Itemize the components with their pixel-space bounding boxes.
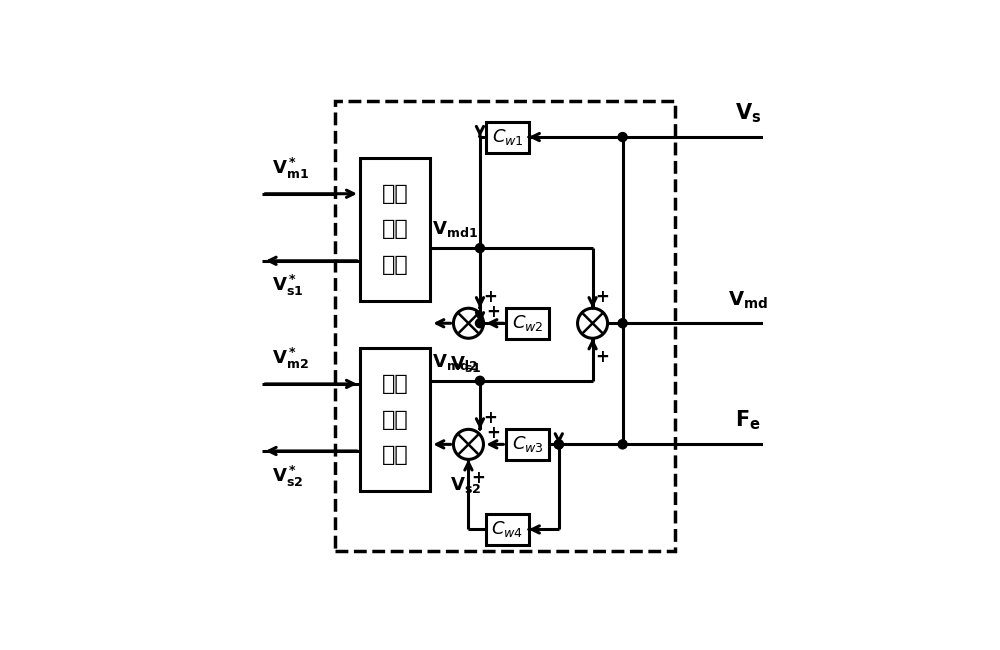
- Text: $\mathbf{V_{s2}^*}$: $\mathbf{V_{s2}^*}$: [272, 463, 304, 489]
- Text: 量控: 量控: [382, 410, 408, 430]
- Text: 波变: 波变: [382, 184, 408, 203]
- Circle shape: [475, 244, 484, 253]
- Text: $C_{w3}$: $C_{w3}$: [512, 434, 543, 454]
- Bar: [486, 514, 529, 545]
- Circle shape: [475, 318, 484, 328]
- Text: $\mathbf{V_{md}}$: $\mathbf{V_{md}}$: [728, 289, 768, 311]
- Circle shape: [618, 318, 627, 328]
- Text: $C_{w1}$: $C_{w1}$: [492, 127, 523, 147]
- Bar: [335, 101, 675, 551]
- Text: $\mathbf{F_e}$: $\mathbf{F_e}$: [735, 408, 761, 432]
- Text: +: +: [483, 288, 497, 306]
- Text: $C_{w2}$: $C_{w2}$: [512, 313, 543, 333]
- Circle shape: [618, 440, 627, 449]
- Text: +: +: [471, 469, 485, 488]
- Bar: [506, 429, 549, 460]
- Text: $\mathbf{V_s}$: $\mathbf{V_s}$: [735, 101, 761, 125]
- Circle shape: [554, 440, 563, 449]
- Circle shape: [554, 440, 563, 449]
- Text: +: +: [596, 288, 609, 306]
- Text: $\mathbf{V_{s1}^*}$: $\mathbf{V_{s1}^*}$: [272, 273, 304, 298]
- Text: 制器: 制器: [382, 255, 408, 275]
- Text: $\mathbf{V_{md2}}$: $\mathbf{V_{md2}}$: [432, 352, 478, 372]
- Circle shape: [475, 376, 484, 385]
- Text: $\mathbf{V_{md1}}$: $\mathbf{V_{md1}}$: [432, 219, 479, 239]
- Text: 量控: 量控: [382, 220, 408, 239]
- Text: +: +: [486, 303, 500, 320]
- Text: 波变: 波变: [382, 374, 408, 394]
- Text: $\mathbf{V_{m2}^*}$: $\mathbf{V_{m2}^*}$: [272, 346, 309, 371]
- Bar: [506, 307, 549, 339]
- Text: +: +: [486, 424, 500, 442]
- Text: $\mathbf{V_{s1}}$: $\mathbf{V_{s1}}$: [450, 354, 482, 374]
- Text: 制器: 制器: [382, 445, 408, 465]
- Text: $\mathbf{V_{m1}^*}$: $\mathbf{V_{m1}^*}$: [272, 156, 309, 181]
- Bar: [360, 348, 430, 491]
- Text: +: +: [596, 348, 609, 366]
- Bar: [486, 122, 529, 153]
- Text: $\mathbf{V_{s2}}$: $\mathbf{V_{s2}}$: [450, 475, 482, 495]
- Circle shape: [618, 133, 627, 142]
- Text: +: +: [483, 410, 497, 427]
- Bar: [360, 158, 430, 301]
- Text: $C_{w4}$: $C_{w4}$: [491, 519, 524, 540]
